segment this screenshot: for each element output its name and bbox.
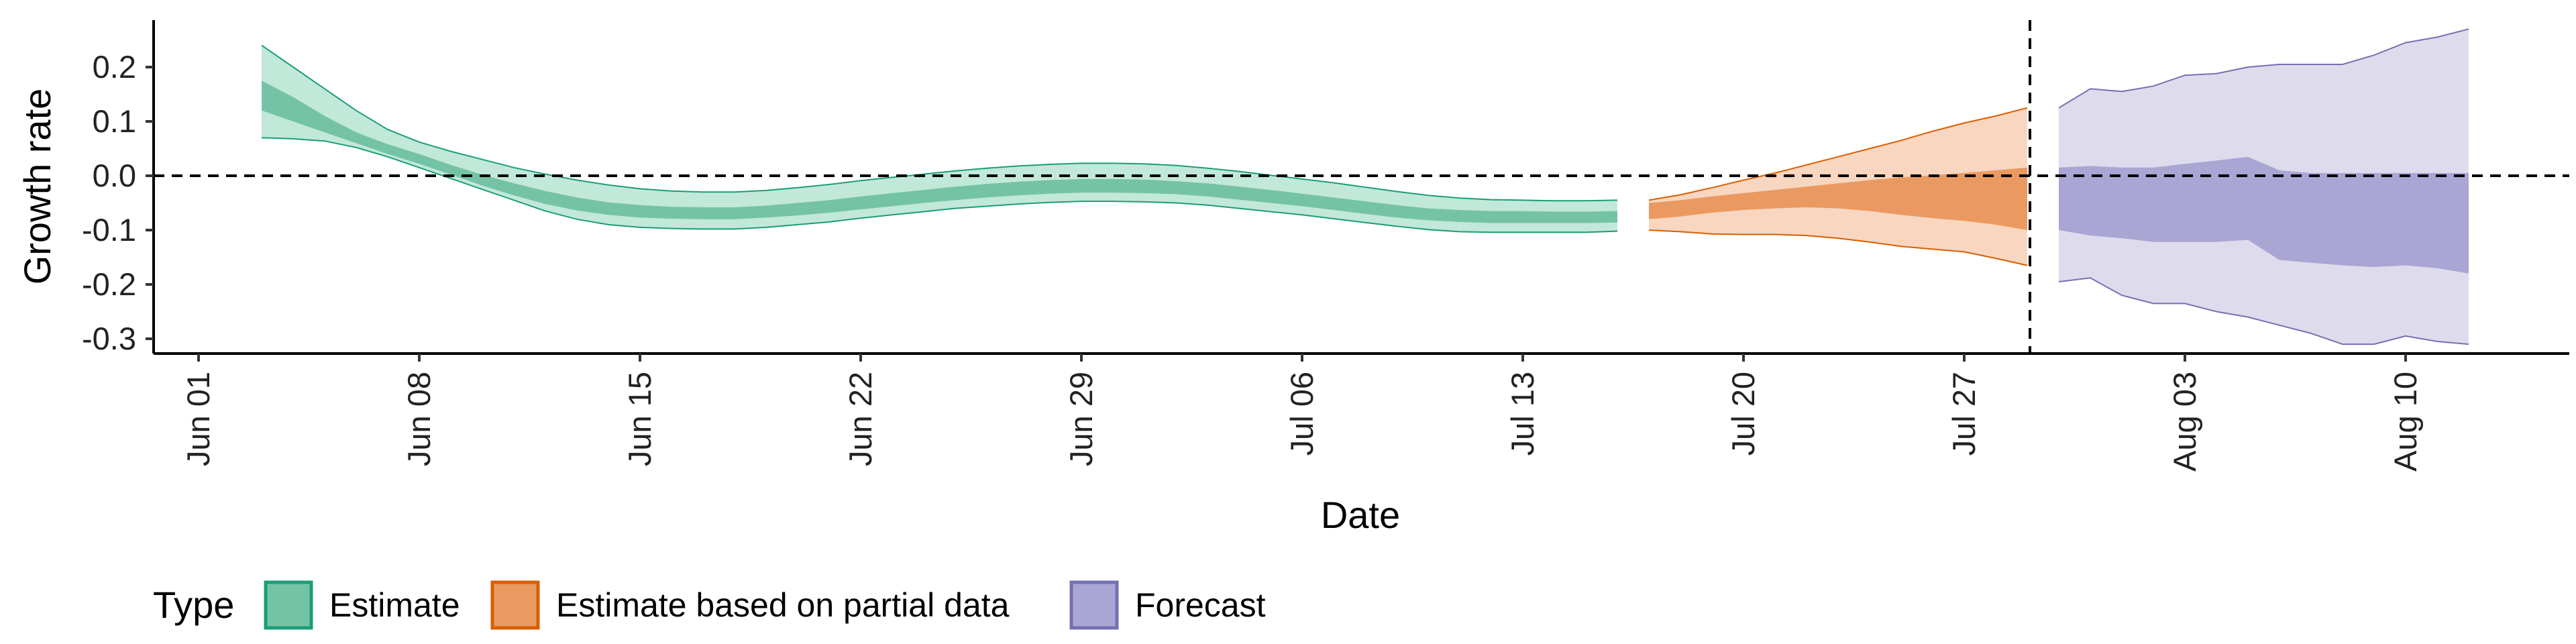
estimate-based-on-partial-data-lower-edge — [1648, 229, 2028, 266]
legend-title: Type — [153, 584, 234, 626]
x-tick-label: Jul 06 — [1284, 372, 1320, 455]
forecast-legend-key — [1069, 580, 1119, 630]
y-tick-label: -0.2 — [82, 266, 136, 302]
legend: Type Estimate Estimate based on partial d… — [153, 580, 1266, 630]
y-axis-title: Growth rate — [16, 89, 58, 285]
x-tick-label: Jun 15 — [622, 372, 657, 466]
estimate-lower-edge — [261, 137, 1618, 233]
estimate-based-on-partial-data-legend-key — [490, 580, 540, 630]
estimate-band-50 — [262, 80, 1617, 223]
x-tick-label: Aug 10 — [2387, 372, 2423, 472]
estimate-band-90 — [262, 45, 1617, 233]
y-tick-label: 0.2 — [93, 49, 136, 85]
x-ticks: Jun 01 Jun 08 Jun 15 Jun 22 Jun 29 Jul 06 Jul … — [180, 354, 2423, 472]
x-axis-title: Date — [1321, 494, 1400, 536]
forecast-upper-edge — [2058, 28, 2469, 109]
x-tick-label: Jun 29 — [1063, 372, 1099, 466]
estimate-based-on-partial-data-upper-edge — [1648, 107, 2028, 201]
reference-lines — [154, 20, 2569, 354]
x-tick-label: Jul 13 — [1505, 372, 1540, 455]
y-ticks: 0.2 0.1 0.0 -0.1 -0.2 -0.3 — [82, 49, 154, 356]
x-tick-label: Jun 22 — [843, 372, 878, 466]
x-tick-label: Jun 08 — [401, 372, 437, 466]
forecast-lower-edge — [2058, 277, 2469, 345]
x-tick-label: Jul 20 — [1725, 372, 1761, 455]
axes — [152, 20, 2569, 355]
forecast-band-50 — [2059, 156, 2469, 274]
y-tick-label: 0.1 — [93, 103, 136, 139]
forecast-legend-label: Forecast — [1135, 586, 1266, 624]
estimate-based-on-partial-data-band-50 — [1649, 167, 2027, 230]
y-tick-label: -0.3 — [82, 321, 136, 356]
estimate-legend-key — [264, 580, 313, 630]
x-tick-label: Jun 01 — [180, 372, 216, 466]
estimate-based-on-partial-data-legend-label: Estimate based on partial data — [556, 586, 1010, 624]
x-tick-label: Jul 27 — [1946, 372, 1982, 455]
series-bands — [261, 28, 2469, 345]
estimate-upper-edge — [261, 44, 1618, 202]
y-tick-label: -0.1 — [82, 212, 136, 248]
y-tick-label: 0.0 — [93, 158, 136, 193]
x-tick-label: Aug 03 — [2167, 372, 2202, 472]
estimate-legend-label: Estimate — [329, 586, 460, 624]
